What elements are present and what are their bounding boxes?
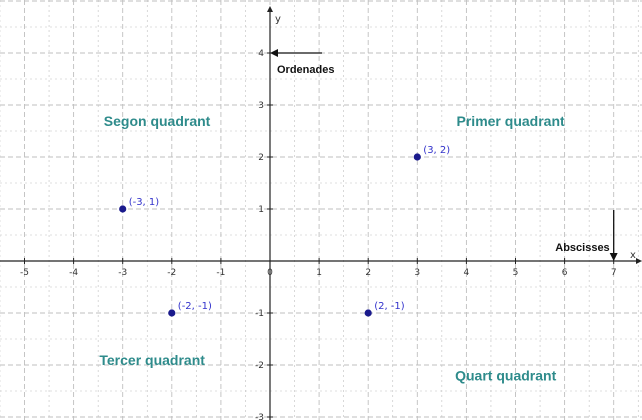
x-tick-label: 3 (414, 268, 420, 278)
quadrant-label: Primer quadrant (457, 113, 565, 129)
x-tick-label: 6 (562, 268, 568, 278)
data-point (168, 309, 176, 317)
x-tick-label: -5 (20, 268, 29, 278)
axes (0, 6, 642, 420)
y-tick-label: -2 (255, 361, 264, 371)
ordenades-label: Ordenades (277, 64, 334, 76)
data-point (364, 309, 372, 317)
x-tick-label: 2 (365, 268, 371, 278)
x-tick-label: -4 (69, 268, 78, 278)
data-point-label: (-2, -1) (178, 301, 212, 312)
x-tick-label: 1 (316, 268, 322, 278)
x-tick-label: 7 (611, 268, 617, 278)
data-point-label: (-3, 1) (129, 197, 160, 208)
quadrant-label: Quart quadrant (455, 368, 556, 384)
x-tick-label: -1 (216, 268, 225, 278)
x-axis-letter: x (630, 250, 636, 261)
data-point-label: (3, 2) (423, 145, 450, 156)
points: (3, 2) (-3, 1) (-2, -1) (2, -1) (119, 145, 450, 317)
y-tick-label: 3 (258, 101, 264, 111)
data-point (119, 205, 127, 213)
quadrant-labels: Primer quadrant Segon quadrant Tercer quad… (99, 113, 565, 384)
axis-annotations: Ordenades Abscisses (270, 49, 618, 261)
y-tick-label: 1 (258, 205, 264, 215)
abscisses-label: Abscisses (555, 242, 609, 254)
y-axis-arrow (267, 6, 273, 12)
quadrant-label: Segon quadrant (104, 113, 211, 129)
y-tick-label: -1 (255, 309, 264, 319)
data-point (413, 153, 421, 161)
x-tick-label: -2 (167, 268, 176, 278)
x-tick-label: 0 (267, 268, 273, 278)
x-axis-arrow (636, 258, 642, 264)
x-tick-label: 5 (513, 268, 519, 278)
y-tick-label: -3 (255, 413, 264, 420)
y-tick-label: 2 (258, 153, 264, 163)
data-point-label: (2, -1) (374, 301, 405, 312)
quadrant-label: Tercer quadrant (99, 352, 205, 368)
x-tick-label: -3 (118, 268, 127, 278)
x-tick-label: 4 (464, 268, 470, 278)
y-axis-letter: y (275, 14, 281, 25)
y-tick-label: 4 (258, 49, 264, 59)
tick-labels: x y -5 -4 -3 -2 -1 0 1 2 3 4 5 6 7 -3 -2 -1 1 2 3 4 (20, 14, 636, 420)
